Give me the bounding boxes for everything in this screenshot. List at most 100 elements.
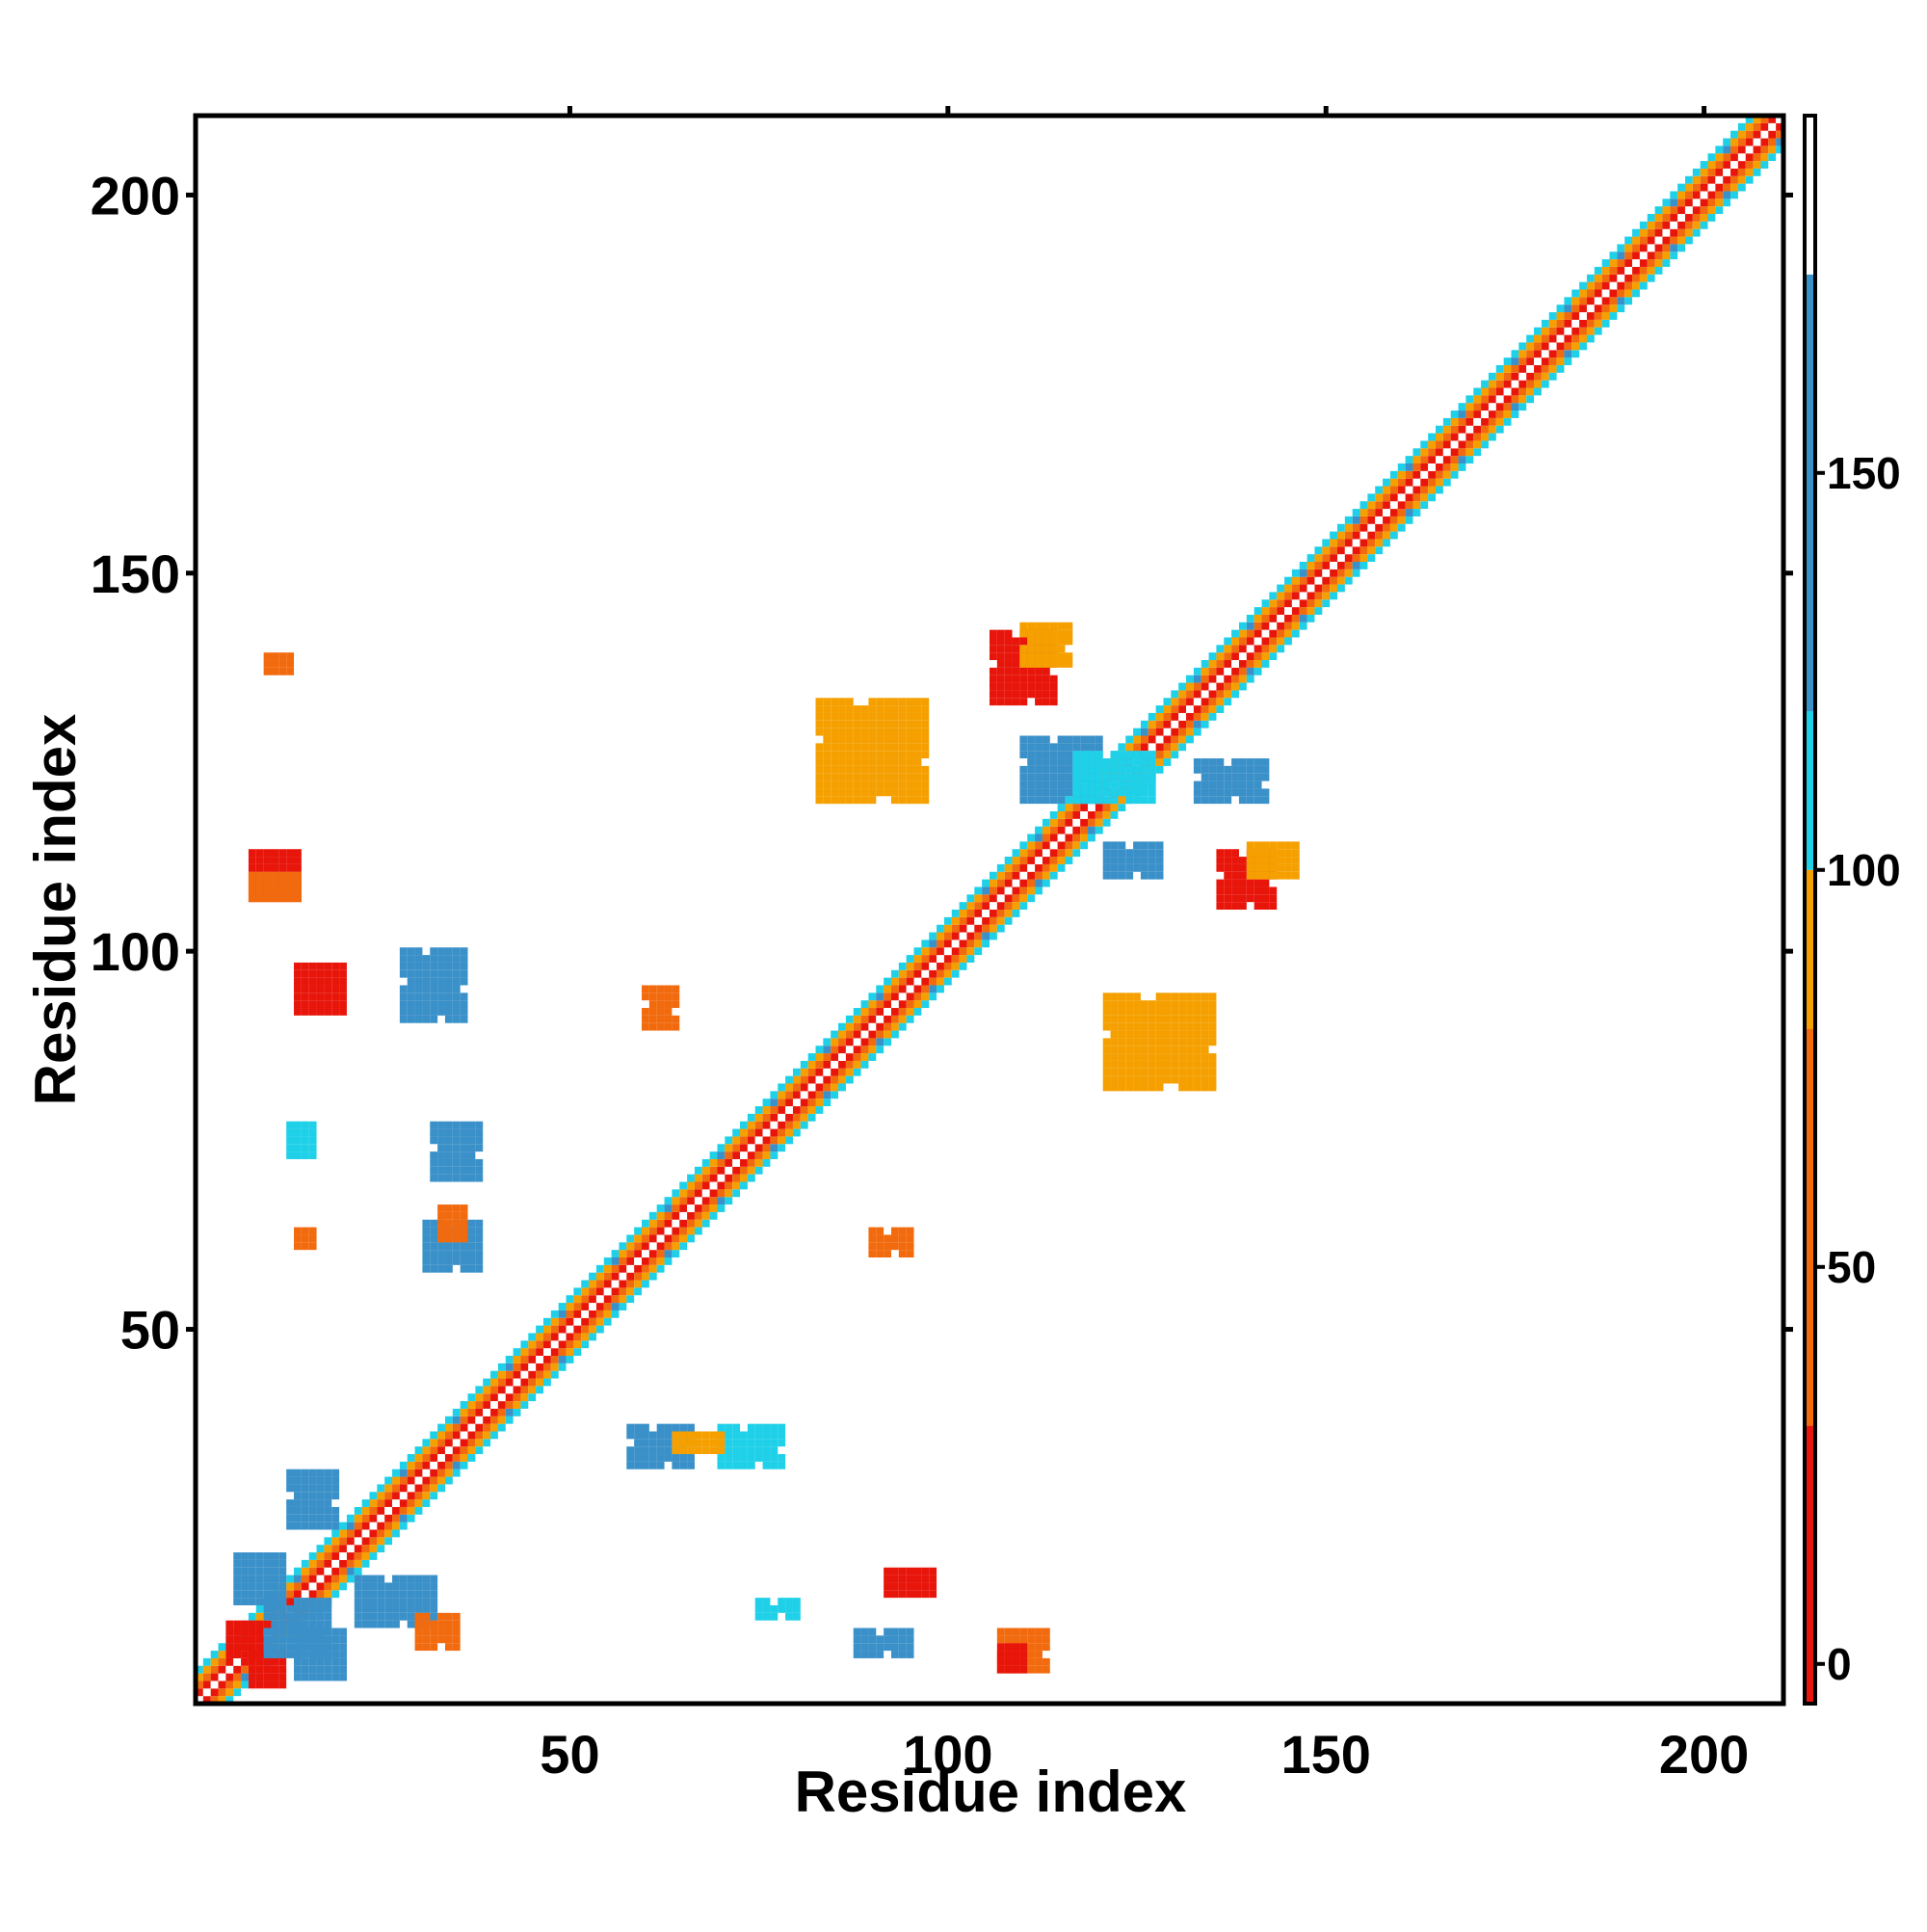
heat-cell xyxy=(430,1151,438,1159)
heat-cell xyxy=(1125,765,1134,774)
heat-cell xyxy=(1291,584,1300,593)
heat-cell xyxy=(845,1053,854,1061)
heat-cell xyxy=(271,1590,279,1599)
heat-cell xyxy=(1216,660,1225,668)
heat-cell xyxy=(656,992,665,1001)
heat-cell xyxy=(1730,138,1738,146)
heat-cell xyxy=(1201,682,1209,691)
heat-cell xyxy=(884,728,891,736)
heat-cell xyxy=(1238,675,1247,683)
heat-cell xyxy=(377,1537,385,1546)
heat-cell xyxy=(603,1310,612,1318)
heat-cell xyxy=(437,1008,445,1016)
heat-cell xyxy=(1548,319,1557,328)
heat-cell xyxy=(1125,796,1134,805)
heat-cell xyxy=(1224,796,1232,805)
heat-cell xyxy=(642,992,649,1001)
heat-cell xyxy=(392,1492,400,1500)
heat-cell xyxy=(1700,214,1708,222)
heat-cell xyxy=(1125,1022,1134,1031)
heat-cell xyxy=(1208,788,1217,797)
heat-cell xyxy=(982,902,990,910)
heat-cell xyxy=(1057,758,1066,766)
heat-cell xyxy=(1336,546,1345,555)
heat-cell xyxy=(513,1356,521,1363)
heat-cell xyxy=(1208,1000,1217,1009)
heat-cell xyxy=(838,1038,846,1046)
heat-cell xyxy=(815,773,824,781)
heat-cell xyxy=(1291,592,1300,600)
heat-cell xyxy=(490,1370,498,1379)
heat-cell xyxy=(460,1211,468,1220)
heat-cell xyxy=(642,1461,649,1469)
heat-cell xyxy=(1049,698,1058,706)
heat-cell xyxy=(475,1166,484,1175)
heat-cell xyxy=(1261,629,1270,638)
heat-cell xyxy=(959,955,967,963)
heat-cell xyxy=(241,1628,249,1636)
heat-cell xyxy=(1125,1000,1134,1009)
heat-cell xyxy=(1224,645,1232,653)
heat-cell xyxy=(437,969,445,978)
heat-cell xyxy=(1012,910,1020,917)
heat-cell xyxy=(225,1651,234,1658)
heat-cell xyxy=(1095,796,1103,805)
heat-cell xyxy=(1125,788,1134,797)
heat-cell xyxy=(1518,350,1527,358)
heat-cell xyxy=(1405,486,1413,494)
heat-cell xyxy=(354,1598,362,1605)
heat-cell xyxy=(884,781,891,789)
heat-cell xyxy=(1042,1635,1050,1644)
heat-cell xyxy=(1065,857,1073,864)
heat-cell xyxy=(316,1506,325,1515)
heat-cell xyxy=(1186,1015,1194,1023)
heat-cell xyxy=(422,1575,431,1583)
heat-cell xyxy=(1723,138,1731,146)
heat-cell xyxy=(324,977,332,986)
heat-cell xyxy=(974,894,983,903)
heat-cell xyxy=(255,1590,264,1599)
heat-cell xyxy=(1291,622,1300,630)
heat-cell xyxy=(747,1461,755,1469)
heat-cell xyxy=(1700,183,1708,192)
heat-cell xyxy=(838,773,846,781)
heat-cell xyxy=(898,720,907,728)
heat-cell xyxy=(732,1151,741,1159)
heat-cell xyxy=(1019,1643,1028,1652)
heat-cell xyxy=(747,1113,755,1122)
heat-cell xyxy=(301,1665,309,1674)
heat-cell xyxy=(1450,410,1459,418)
heat-cell xyxy=(860,765,869,774)
heat-cell xyxy=(324,1492,332,1500)
heat-cell xyxy=(452,992,461,1001)
heat-cell xyxy=(823,720,832,728)
colorbar-tick-label: 150 xyxy=(1827,448,1901,498)
heat-cell xyxy=(430,1454,438,1462)
heat-cell xyxy=(800,1060,808,1069)
heat-cell xyxy=(1224,857,1232,864)
heat-cell xyxy=(241,1673,249,1681)
heat-cell xyxy=(1155,758,1164,766)
heat-cell xyxy=(868,1643,877,1652)
heat-cell xyxy=(990,894,997,903)
heat-cell xyxy=(876,743,884,752)
heat-cell xyxy=(430,1469,438,1477)
heat-cell xyxy=(1133,1045,1141,1054)
heat-cell xyxy=(1148,773,1156,781)
heat-cell xyxy=(1057,810,1066,819)
heat-cell xyxy=(664,1204,673,1212)
heat-cell xyxy=(1072,751,1081,759)
heat-cell xyxy=(1632,289,1640,298)
heat-cell xyxy=(1586,304,1595,313)
heat-cell xyxy=(1148,758,1156,766)
heat-cell xyxy=(982,924,990,933)
heat-cell xyxy=(1004,910,1013,917)
heat-cell xyxy=(460,1461,468,1469)
heat-cell xyxy=(1526,350,1535,358)
heat-cell xyxy=(740,1181,748,1190)
heat-cell xyxy=(1624,236,1633,245)
heat-cell xyxy=(308,1604,317,1613)
heat-cell xyxy=(1503,417,1512,426)
heat-cell xyxy=(1178,682,1187,691)
heat-cell xyxy=(634,1287,643,1296)
